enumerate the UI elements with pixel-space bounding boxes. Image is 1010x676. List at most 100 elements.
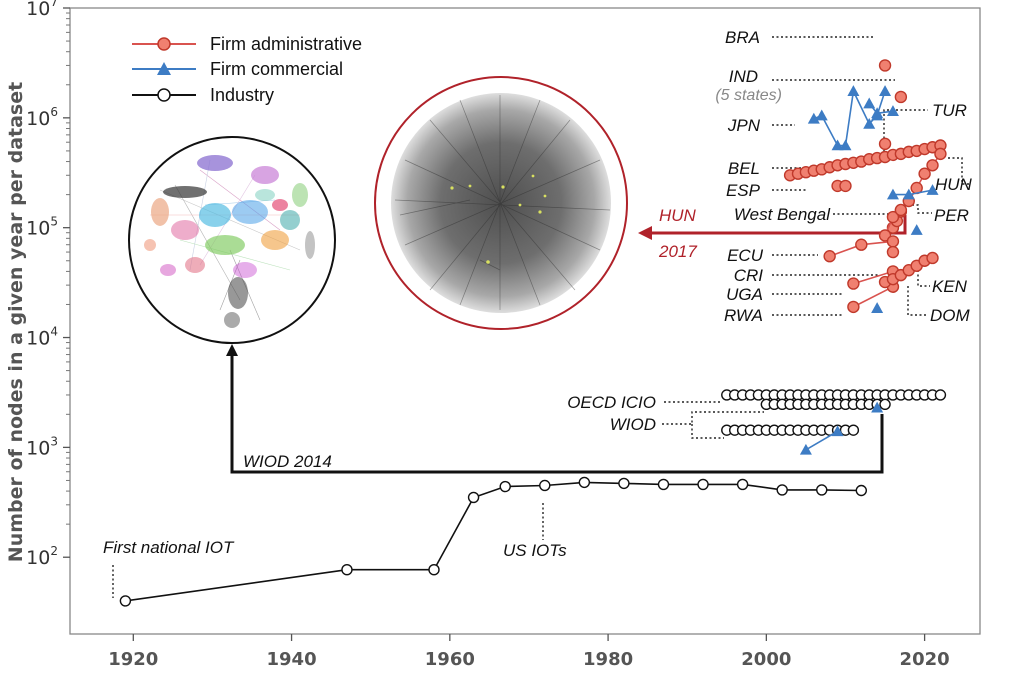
legend-label: Firm commercial [210,59,343,79]
x-tick-label: 2000 [741,649,791,670]
legend-item-firm-administrative: Firm administrative [132,34,362,54]
y-tick-base: 10 [26,547,50,569]
hun-2017-connector [648,215,907,235]
series-industry [119,476,868,607]
data-point-triangle [926,184,939,195]
data-point-circle [886,235,900,248]
data-point-circle [847,277,860,290]
data-point-circle [855,484,868,497]
data-point-circle [467,491,480,504]
wiod-2014-connector [230,352,884,474]
axes: 1920 1940 1960 1980 2000 20201021031041051061… [26,0,949,670]
label-cri: CRI [734,266,764,285]
series-industry [721,424,860,436]
industry-network-clusters [144,155,315,328]
x-tick-label: 2020 [900,649,950,670]
series-firm-commercial [863,97,899,119]
y-axis-label: Number of nodes in a given year per data… [5,82,27,562]
series-line [853,285,894,308]
data-point-circle [886,245,900,259]
data-point-circle [847,300,860,314]
data-point-circle [926,159,939,172]
data-point-circle [918,167,931,180]
series-firm-commercial [871,401,884,413]
series-firm-administrative [878,251,939,289]
data-point-triangle [910,224,923,235]
data-point-triangle [886,188,899,200]
data-point-circle [847,424,860,436]
data-point-triangle [799,443,812,455]
series-industry [721,389,947,401]
series-firm-administrative [886,245,900,259]
label-wiod: WIOD [610,415,656,434]
y-tick-exponent: 7 [50,0,58,9]
wiod-2014-arrowhead [226,344,238,356]
data-point-circle [878,137,892,151]
data-point-triangle [815,109,828,121]
label-hun-2017-year: 2017 [658,242,697,261]
firm-network-texture [394,95,611,310]
series-firm-administrative [823,235,900,263]
data-point-triangle [871,302,884,313]
legend: Firm administrative Firm commercial Indu… [132,34,362,105]
annotations: BRA IND (5 states) JPN TUR BEL ESP HUN W… [103,28,973,560]
label-bel: BEL [728,159,760,178]
series-firm-commercial [910,224,923,235]
y-tick-exponent: 4 [50,325,58,339]
y-tick-label: 104 [26,325,58,350]
series-firm-administrative [831,179,852,193]
x-tick-label: 1920 [108,649,158,670]
data-point-triangle [871,401,884,413]
label-west-bengal: West Bengal [734,205,831,224]
y-tick-label: 107 [26,0,58,20]
data-point-circle [839,179,852,193]
label-oecd-icio: OECD ICIO [567,393,656,412]
y-tick-label: 102 [26,544,58,569]
label-ind-5-states: (5 states) [715,87,782,104]
label-ind: IND [729,67,758,86]
label-tur: TUR [932,101,967,120]
data-point-triangle [879,85,892,96]
data-point-circle [926,251,939,265]
y-tick-exponent: 3 [50,434,58,448]
label-us-iots: US IOTs [503,541,567,560]
data-point-triangle [847,85,860,96]
data-point-triangle [902,188,915,200]
y-tick-base: 10 [26,0,50,20]
data-point-circle [894,203,908,217]
firm-network-inset [374,76,628,330]
data-point-circle [855,238,868,251]
label-esp: ESP [726,181,761,200]
legend-label: Firm administrative [210,34,362,54]
firm-network-highlights [450,174,547,264]
series-firm-commercial [871,302,884,313]
data-point-triangle [807,112,820,124]
data-point-circle [736,478,749,491]
series-industry [760,398,891,411]
legend-marker-triangle [157,62,171,75]
label-first-national-iot: First national IOT [103,538,235,557]
series-firm-administrative [878,59,892,72]
data-point-triangle [886,105,899,116]
data-point-circle [934,147,947,161]
data-point-circle [776,484,788,496]
data-point-triangle [831,139,844,151]
data-point-triangle [839,139,852,151]
x-tick-label: 1980 [583,649,633,670]
y-tick-exponent: 6 [50,105,58,119]
data-point-triangle [863,117,876,129]
data-point-circle [657,478,670,491]
data-point-circle [878,59,892,72]
data-point-circle [119,595,132,607]
data-point-triangle [871,107,884,119]
legend-label: Industry [210,85,274,105]
data-point-circle [697,478,709,491]
x-tick-label: 1940 [267,649,317,670]
data-point-circle [341,563,353,576]
label-bra: BRA [725,28,760,47]
hun-2017-arrowhead [638,226,652,240]
label-per: PER [934,206,969,225]
y-tick-base: 10 [26,108,50,130]
data-point-circle [499,480,511,493]
